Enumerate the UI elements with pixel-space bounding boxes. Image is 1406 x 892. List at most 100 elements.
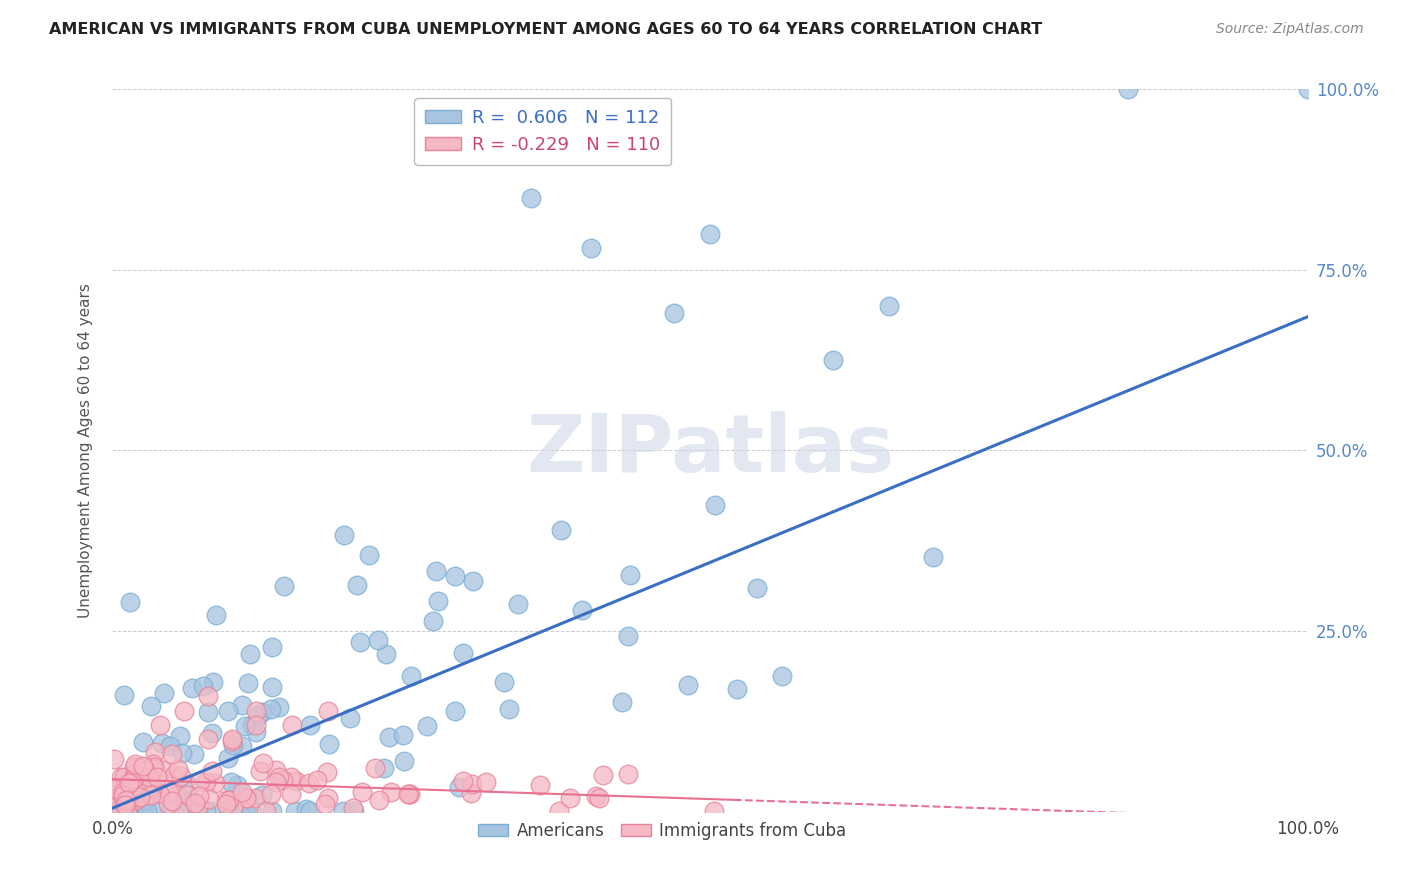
- Point: [141, 698, 163, 713]
- Point: [364, 761, 387, 775]
- Point: [367, 632, 389, 647]
- Point: [186, 804, 208, 818]
- Point: [246, 709, 269, 723]
- Point: [239, 647, 262, 661]
- Point: [725, 681, 748, 696]
- Point: [548, 804, 571, 818]
- Point: [399, 787, 422, 801]
- Point: [221, 804, 243, 818]
- Point: [271, 772, 294, 787]
- Point: [235, 791, 257, 805]
- Point: [498, 702, 520, 716]
- Point: [114, 798, 136, 813]
- Point: [222, 799, 245, 814]
- Point: [610, 694, 633, 708]
- Point: [117, 804, 139, 818]
- Point: [166, 763, 188, 777]
- Point: [280, 770, 302, 784]
- Point: [560, 790, 582, 805]
- Point: [103, 752, 125, 766]
- Point: [380, 785, 402, 799]
- Point: [143, 760, 166, 774]
- Point: [520, 191, 543, 205]
- Point: [475, 774, 498, 789]
- Point: [267, 771, 290, 785]
- Point: [134, 763, 156, 777]
- Point: [316, 791, 339, 805]
- Point: [398, 787, 420, 801]
- Point: [221, 732, 243, 747]
- Point: [125, 793, 148, 807]
- Point: [135, 804, 157, 818]
- Point: [264, 775, 287, 789]
- Point: [579, 241, 602, 255]
- Point: [550, 523, 572, 537]
- Point: [195, 775, 218, 789]
- Point: [315, 765, 337, 780]
- Point: [103, 804, 125, 818]
- Point: [260, 680, 283, 694]
- Point: [307, 773, 329, 788]
- Point: [148, 786, 170, 800]
- Point: [823, 352, 845, 367]
- Point: [349, 634, 371, 648]
- Point: [156, 797, 179, 811]
- Point: [219, 774, 242, 789]
- Point: [332, 527, 354, 541]
- Point: [124, 756, 146, 771]
- Point: [747, 581, 769, 595]
- Point: [451, 773, 474, 788]
- Point: [316, 704, 339, 718]
- Point: [112, 688, 135, 702]
- Point: [460, 786, 482, 800]
- Point: [249, 764, 271, 778]
- Point: [117, 804, 139, 818]
- Point: [392, 728, 415, 742]
- Point: [231, 785, 253, 799]
- Point: [117, 804, 139, 818]
- Point: [118, 793, 141, 807]
- Point: [110, 804, 132, 818]
- Point: [170, 804, 193, 818]
- Point: [236, 791, 259, 805]
- Point: [250, 705, 273, 719]
- Point: [129, 789, 152, 804]
- Point: [201, 764, 224, 778]
- Point: [201, 674, 224, 689]
- Point: [217, 704, 239, 718]
- Point: [110, 770, 132, 784]
- Point: [142, 762, 165, 776]
- Point: [252, 756, 274, 771]
- Point: [122, 804, 145, 818]
- Point: [617, 629, 640, 643]
- Point: [399, 669, 422, 683]
- Point: [529, 778, 551, 792]
- Point: [181, 681, 204, 696]
- Point: [188, 789, 211, 804]
- Point: [571, 603, 593, 617]
- Point: [678, 678, 700, 692]
- Point: [159, 739, 181, 753]
- Point: [250, 789, 273, 803]
- Point: [240, 718, 263, 732]
- Point: [664, 306, 686, 320]
- Point: [195, 804, 218, 818]
- Point: [699, 227, 721, 241]
- Point: [183, 747, 205, 762]
- Point: [221, 734, 243, 748]
- Point: [298, 804, 321, 818]
- Point: [770, 669, 793, 683]
- Point: [132, 735, 155, 749]
- Point: [146, 770, 169, 784]
- Point: [132, 804, 155, 818]
- Point: [132, 759, 155, 773]
- Point: [176, 789, 198, 803]
- Point: [236, 676, 259, 690]
- Point: [165, 789, 187, 803]
- Point: [122, 772, 145, 786]
- Point: [332, 804, 354, 818]
- Point: [461, 777, 484, 791]
- Point: [260, 787, 283, 801]
- Point: [492, 675, 515, 690]
- Point: [267, 699, 290, 714]
